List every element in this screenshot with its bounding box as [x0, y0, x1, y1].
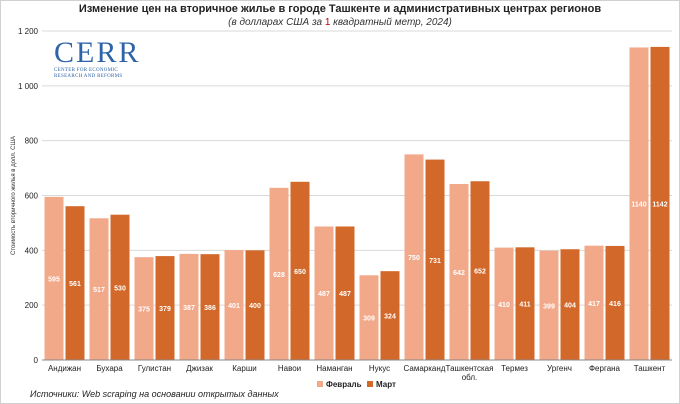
bar — [269, 187, 289, 360]
data-label: 731 — [429, 258, 441, 265]
data-label: 750 — [408, 255, 420, 262]
bar — [110, 214, 130, 360]
x-tick-label: Самарканд — [404, 364, 446, 373]
data-label: 375 — [138, 307, 150, 314]
data-label: 416 — [609, 301, 621, 308]
bar — [515, 247, 535, 360]
data-label: 561 — [69, 281, 81, 288]
data-label: 487 — [318, 291, 330, 298]
data-label: 487 — [339, 291, 351, 298]
y-tick-label: 200 — [25, 301, 39, 310]
chart-title: Изменение цен на вторичное жилье в город… — [78, 3, 602, 15]
data-label: 1140 — [631, 202, 646, 209]
bar — [179, 253, 199, 360]
bar — [380, 271, 400, 360]
bar — [449, 183, 469, 360]
bar — [470, 181, 490, 360]
bar — [224, 250, 244, 360]
subtitle-before: (в долларах США за — [228, 17, 325, 28]
x-tick-label: Бухара — [96, 364, 123, 373]
subtitle-number: 1 — [324, 17, 331, 28]
data-label: 595 — [48, 276, 60, 283]
data-label: 386 — [204, 305, 216, 312]
bar — [494, 247, 514, 360]
x-tick-label: Нукус — [369, 364, 390, 373]
legend-swatch — [317, 381, 323, 387]
data-label: 650 — [294, 269, 306, 276]
bar — [89, 218, 109, 360]
bar — [629, 47, 649, 360]
legend-label: Март — [376, 380, 396, 389]
bars: 595 561 517 530 375 379 387 386 401 400 628 650 487 4… — [44, 46, 670, 360]
bar — [584, 245, 604, 360]
x-tick-label: Ташкентская — [446, 364, 494, 373]
bar — [650, 46, 670, 360]
legend: Февраль Март — [317, 380, 396, 389]
source-note: Источники: Web scraping на основании отк… — [30, 389, 279, 399]
bar — [245, 250, 265, 360]
data-label: 1142 — [652, 201, 667, 208]
x-tick-label: Карши — [232, 364, 256, 373]
data-label: 401 — [228, 303, 240, 310]
x-tick-label: Гулистан — [138, 364, 171, 373]
bar — [425, 159, 445, 360]
x-tick-label: Ургенч — [547, 364, 572, 373]
data-label: 517 — [93, 287, 105, 294]
bar — [200, 254, 220, 360]
data-label: 411 — [519, 302, 530, 309]
bar — [134, 257, 154, 360]
bar — [560, 249, 580, 360]
bar — [605, 245, 625, 360]
data-label: 404 — [564, 303, 576, 310]
axes: 0 200 400 600 800 1 000 1 200 Стоимость вторичн… — [11, 27, 672, 382]
data-label: 642 — [453, 270, 465, 277]
y-tick-label: 1 200 — [18, 27, 39, 36]
cerr-logo: CERR CENTER FOR ECONOMIC RESEARCH AND RE… — [54, 38, 140, 80]
bar — [44, 196, 64, 360]
x-tick-label: обл. — [462, 373, 478, 382]
y-tick-label: 400 — [25, 246, 39, 255]
bar — [314, 226, 334, 360]
x-tick-label: Навои — [278, 364, 301, 373]
x-tick-label: Андижан — [48, 364, 81, 373]
legend-swatch — [367, 381, 373, 387]
y-tick-label: 1 000 — [18, 82, 39, 91]
y-axis-title: Стоимость вторичного жилья в долл. США — [11, 136, 17, 255]
bar — [404, 154, 424, 360]
x-tick-label: Термез — [501, 364, 528, 373]
bar — [539, 250, 559, 360]
x-tick-label: Фергана — [589, 364, 621, 373]
bar — [290, 181, 310, 360]
legend-label: Февраль — [326, 380, 362, 389]
bar — [359, 275, 379, 360]
x-tick-label: Ташкент — [634, 364, 666, 373]
bar — [335, 226, 355, 360]
subtitle-after: квадратный метр, 2024) — [330, 17, 452, 28]
y-tick-label: 0 — [34, 356, 39, 365]
data-label: 309 — [363, 316, 375, 323]
data-label: 400 — [249, 303, 261, 310]
data-label: 387 — [183, 305, 195, 312]
logo-wordmark: CERR — [54, 36, 141, 69]
logo-tagline-line2: RESEARCH AND REFORMS — [54, 74, 123, 79]
data-label: 530 — [114, 285, 126, 292]
data-label: 379 — [159, 306, 171, 313]
y-tick-label: 800 — [25, 137, 39, 146]
logo-tagline-line1: CENTER FOR ECONOMIC — [54, 68, 119, 73]
x-tick-label: Наманган — [316, 364, 352, 373]
chart-subtitle: (в долларах США за 1 квадратный метр, 20… — [0, 17, 680, 28]
y-tick-label: 600 — [25, 192, 39, 201]
data-label: 628 — [273, 272, 285, 279]
data-label: 410 — [498, 302, 510, 309]
bar — [155, 256, 175, 360]
bar — [65, 206, 85, 360]
x-tick-label: Джизак — [186, 364, 213, 373]
data-label: 324 — [384, 314, 396, 321]
logo-tagline: CENTER FOR ECONOMIC RESEARCH AND REFORMS — [54, 68, 140, 80]
data-label: 399 — [543, 303, 555, 310]
data-label: 652 — [474, 269, 486, 276]
data-label: 417 — [588, 301, 600, 308]
